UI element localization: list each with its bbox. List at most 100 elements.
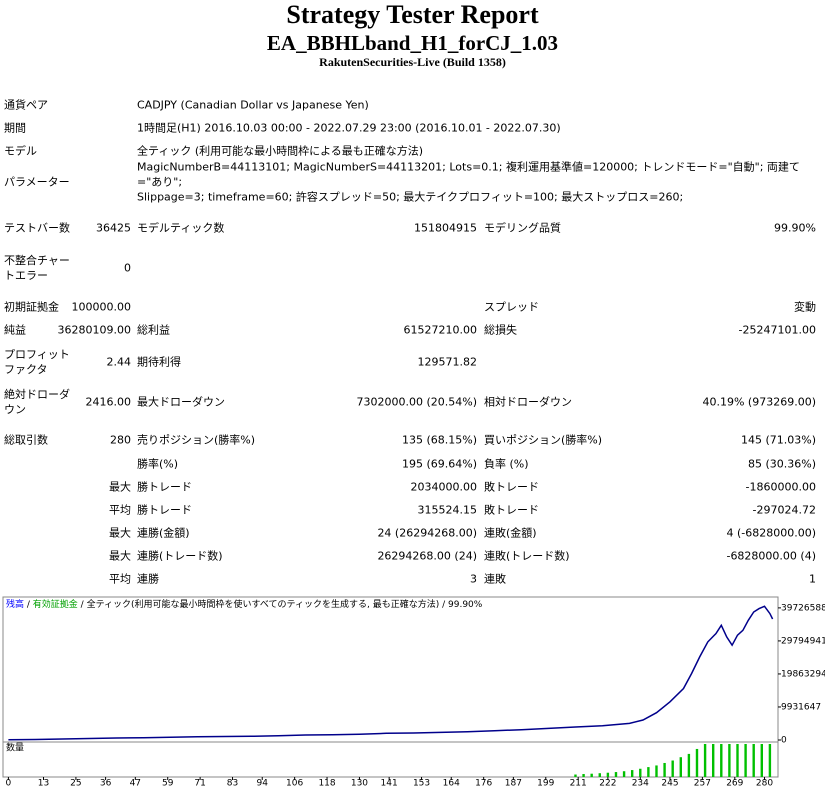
- text-line: CADJPY (Canadian Dollar vs Japanese Yen): [137, 98, 369, 112]
- balance-line: [8, 605, 774, 741]
- row-label: 買いポジション(勝率%): [484, 433, 603, 447]
- legend-item: 有効証拠金: [33, 598, 78, 610]
- volume-bar: [647, 767, 650, 777]
- volume-bar: [736, 744, 739, 777]
- row-label: 勝トレード: [137, 480, 192, 494]
- plot-frame: [2, 596, 779, 743]
- row-value: 最大: [109, 526, 131, 540]
- volume-bar: [630, 770, 634, 777]
- x-tick-label: 36: [100, 779, 112, 789]
- volume-bar: [728, 744, 731, 777]
- balance-chart: 残高 / 有効証拠金 / 全ティック(利用可能な最小時間枠を使いすべてのティック…: [2, 596, 825, 789]
- volume-bar: [598, 773, 601, 777]
- text-line: 1時間足(H1) 2016.10.03 00:00 - 2022.07.29 2…: [137, 121, 561, 135]
- legend-sep: /: [78, 600, 87, 610]
- volume-bar: [768, 744, 772, 777]
- row-value: 36280109.00: [57, 323, 131, 337]
- row-label: モデリング品質: [484, 221, 561, 235]
- x-tick-label: 153: [413, 779, 430, 789]
- row-value: 1: [809, 572, 816, 586]
- volume-bar: [606, 772, 610, 777]
- x-tick-label: 222: [599, 779, 616, 789]
- row-label: 敗トレード: [484, 480, 539, 494]
- row-value: 315524.15: [417, 503, 478, 517]
- row-value: 195 (69.64%): [401, 457, 477, 471]
- row-value: 3: [470, 572, 477, 586]
- x-tick-label: 141: [381, 779, 398, 789]
- row-label: スプレッド: [484, 300, 539, 314]
- volume-bar: [703, 744, 707, 777]
- x-tick-label: 59: [162, 779, 174, 789]
- volume-bar: [720, 744, 723, 777]
- y-tick-label: 0: [781, 736, 787, 746]
- row-label: 勝トレード: [137, 503, 192, 517]
- row-label: モデル: [4, 144, 37, 158]
- row-label: 連勝: [137, 572, 159, 586]
- row-label: 勝率(%): [137, 457, 179, 471]
- row-label: 不整合チャートエラー: [4, 254, 70, 282]
- legend-sep: /: [24, 600, 33, 610]
- volume-bar: [663, 762, 666, 777]
- row-value: 最大: [109, 480, 131, 494]
- row-label: 総利益: [137, 323, 170, 337]
- volume-bar: [679, 757, 682, 777]
- x-tick-label: 25: [70, 779, 81, 789]
- row-label: 負率 (%): [484, 457, 529, 471]
- legend-sep: /: [439, 600, 448, 610]
- legend-item: 全ティック(利用可能な最小時間枠を使いすべてのティックを生成する, 最も正確な方…: [87, 598, 440, 610]
- row-label: 連勝(トレード数): [137, 549, 223, 563]
- row-label: 連敗(金額): [484, 526, 537, 540]
- row-label: 敗トレード: [484, 503, 539, 517]
- volume-bar: [574, 774, 577, 777]
- row-value: 24 (26294268.00): [377, 526, 477, 540]
- x-tick-label: 176: [475, 779, 492, 789]
- row-value: 平均: [109, 503, 131, 517]
- row-label: 総損失: [484, 323, 517, 337]
- row-label: テストバー数: [4, 221, 70, 235]
- row-label: 最大ドローダウン: [137, 395, 225, 409]
- x-tick-label: 106: [286, 779, 303, 789]
- row-label: プロフィットファクタ: [4, 348, 70, 376]
- row-label: 連勝(金額): [137, 526, 190, 540]
- text-line: Slippage=3; timeframe=60; 許容スプレッド=50; 最大…: [137, 190, 684, 204]
- x-tick-label: 47: [130, 779, 141, 789]
- volume-label: 数量: [6, 742, 24, 754]
- x-tick-label: 234: [632, 779, 649, 789]
- volume-bar: [622, 771, 626, 777]
- row-text: 1時間足(H1) 2016.10.03 00:00 - 2022.07.29 2…: [137, 121, 817, 136]
- row-value: 26294268.00 (24): [377, 549, 477, 563]
- row-value: 61527210.00: [403, 323, 477, 337]
- row-value: 7302000.00 (20.54%): [356, 395, 477, 409]
- volume-bar: [614, 772, 618, 777]
- row-value: 151804915: [414, 221, 477, 235]
- x-tick-label: 13: [38, 779, 49, 789]
- legend-item: 99.90%: [448, 600, 483, 610]
- legend-item: 残高: [6, 598, 24, 610]
- y-tick-label: 29794941: [781, 636, 825, 646]
- volume-bar: [671, 760, 674, 777]
- legend: 残高 / 有効証拠金 / 全ティック(利用可能な最小時間枠を使いすべてのティック…: [6, 598, 483, 610]
- row-value: 145 (71.03%): [740, 433, 816, 447]
- row-value: 85 (30.36%): [747, 457, 816, 471]
- row-label: 期待利得: [137, 355, 181, 369]
- row-label: 期間: [4, 121, 26, 135]
- row-value: 100000.00: [71, 300, 132, 314]
- row-value: 135 (68.15%): [401, 433, 477, 447]
- row-text: MagicNumberB=44113101; MagicNumberS=4411…: [137, 160, 817, 205]
- volume-bar: [752, 744, 755, 777]
- text-line: 全ティック (利用可能な最小時間枠による最も正確な方法): [137, 144, 424, 158]
- row-label: 通貨ペア: [4, 98, 48, 112]
- row-value: 2.44: [106, 355, 132, 369]
- row-label: 絶対ドローダウン: [4, 388, 70, 416]
- row-value: 平均: [109, 572, 131, 586]
- row-value: -25247101.00: [738, 323, 816, 337]
- y-tick-label: 19863294: [781, 669, 825, 679]
- row-label: 相対ドローダウン: [484, 395, 572, 409]
- row-value: 最大: [109, 549, 131, 563]
- x-tick-label: 187: [505, 779, 522, 789]
- row-value: 4 (-6828000.00): [726, 526, 816, 540]
- volume-bar: [760, 744, 763, 777]
- x-tick-label: 199: [537, 779, 554, 789]
- x-tick-label: 269: [726, 779, 743, 789]
